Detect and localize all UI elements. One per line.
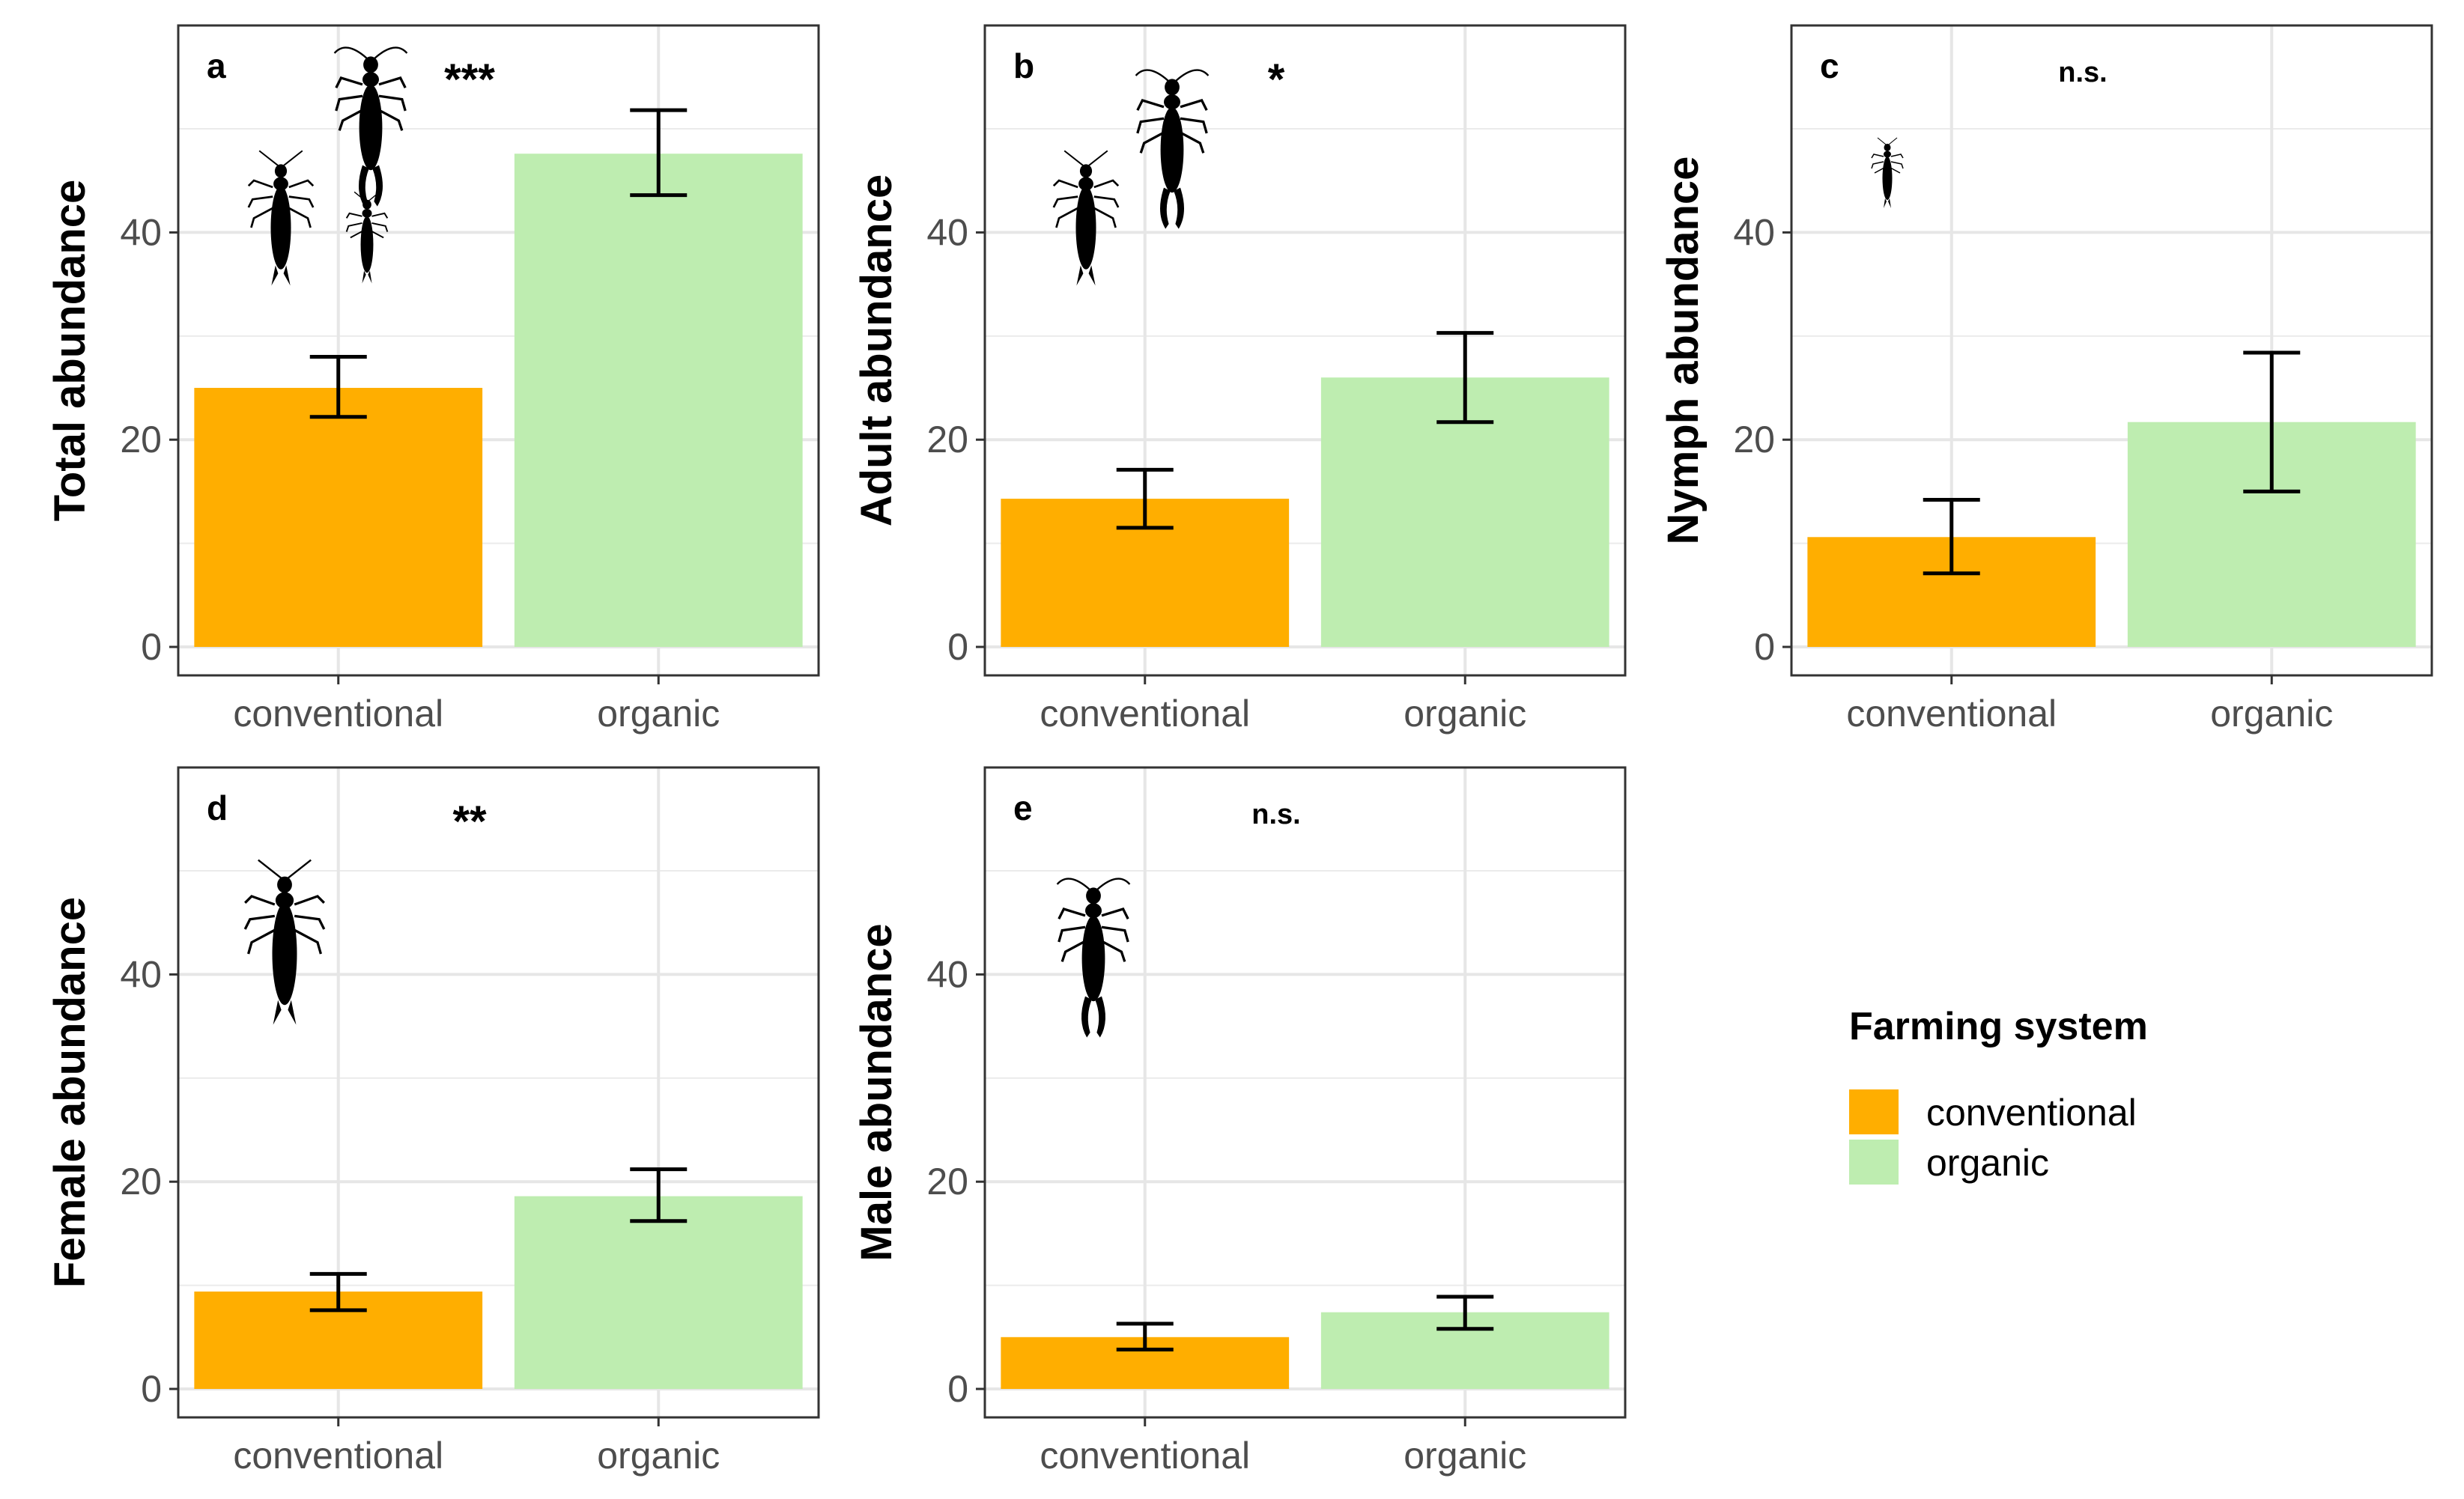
y-tick-label: 40	[120, 211, 162, 253]
x-tick-label-conventional: conventional	[1846, 693, 2057, 735]
x-tick-label-organic: organic	[1404, 1435, 1526, 1477]
panel-border	[177, 24, 820, 677]
panel-letter: e	[1013, 788, 1033, 827]
panel-letter: d	[207, 788, 228, 827]
x-tick-label-organic: organic	[597, 693, 720, 735]
y-tick-label: 40	[926, 953, 968, 995]
bar-organic	[514, 1196, 803, 1389]
panel-border	[983, 24, 1627, 677]
y-tick-label: 20	[120, 1161, 162, 1202]
panel-c: 0 20 40 conventional organic Nymph abundance c…	[1659, 24, 2433, 735]
significance-label: ***	[444, 55, 495, 104]
y-tick-label: 20	[926, 419, 968, 460]
panel-letter: b	[1013, 46, 1034, 85]
female-earwig-icon	[245, 860, 324, 1025]
legend-swatch-organic	[1849, 1140, 1899, 1185]
significance-label: *	[1268, 55, 1285, 104]
y-tick-label: 20	[926, 1161, 968, 1202]
legend-title: Farming system	[1849, 1005, 2148, 1048]
y-axis-title: Male abundance	[852, 923, 901, 1261]
significance-label: n.s.	[2058, 57, 2107, 88]
panel-letter: c	[1820, 46, 1839, 85]
y-tick-label: 0	[141, 626, 162, 668]
y-axis-title: Adult abundance	[852, 174, 901, 526]
x-tick-label-organic: organic	[2210, 693, 2333, 735]
male-earwig-icon	[335, 48, 407, 207]
panel-border	[1790, 24, 2433, 677]
y-axis-title: Total abundance	[46, 180, 94, 522]
bar-conventional	[194, 388, 483, 647]
legend: Farming system conventional organic	[1849, 1005, 2148, 1185]
y-axis-title: Nymph abundance	[1659, 156, 1708, 545]
y-tick-label: 40	[1733, 211, 1775, 253]
panel-b: 0 20 40 conventional organic Adult abundance b…	[852, 24, 1627, 735]
bar-organic	[514, 153, 803, 647]
x-tick-label-conventional: conventional	[233, 1435, 443, 1477]
x-tick-label-organic: organic	[597, 1435, 720, 1477]
significance-label: **	[452, 797, 487, 846]
y-tick-label: 20	[120, 419, 162, 460]
nymph-earwig-icon	[345, 191, 389, 285]
panel-a: 0 20 40 conventional organic Total abundance a…	[46, 24, 820, 735]
x-tick-label-conventional: conventional	[1040, 1435, 1250, 1477]
legend-label-conventional: conventional	[1926, 1092, 2137, 1134]
significance-label: n.s.	[1251, 799, 1300, 830]
x-tick-label-conventional: conventional	[1040, 693, 1250, 735]
y-tick-label: 20	[1733, 419, 1775, 460]
y-tick-label: 0	[947, 626, 968, 668]
y-tick-label: 40	[926, 211, 968, 253]
x-tick-label-conventional: conventional	[233, 693, 443, 735]
legend-swatch-conventional	[1849, 1089, 1899, 1134]
panel-letter: a	[207, 46, 226, 85]
y-tick-label: 0	[1754, 626, 1775, 668]
female-earwig-icon	[247, 149, 315, 288]
panel-border	[177, 766, 820, 1419]
male-earwig-icon	[1136, 70, 1209, 229]
panel-d: 0 20 40 conventional organic Female abundance…	[46, 766, 820, 1477]
y-axis-title: Female abundance	[46, 897, 94, 1288]
panel-border	[983, 766, 1627, 1419]
legend-label-organic: organic	[1926, 1142, 2049, 1184]
male-earwig-icon	[1055, 877, 1132, 1039]
female-earwig-icon	[1052, 149, 1120, 288]
y-tick-label: 0	[141, 1368, 162, 1410]
y-tick-label: 0	[947, 1368, 968, 1410]
y-tick-label: 40	[120, 953, 162, 995]
panel-e: 0 20 40 conventional organic Male abundance e n…	[852, 766, 1627, 1477]
nymph-earwig-icon	[1870, 136, 1905, 210]
x-tick-label-organic: organic	[1404, 693, 1526, 735]
